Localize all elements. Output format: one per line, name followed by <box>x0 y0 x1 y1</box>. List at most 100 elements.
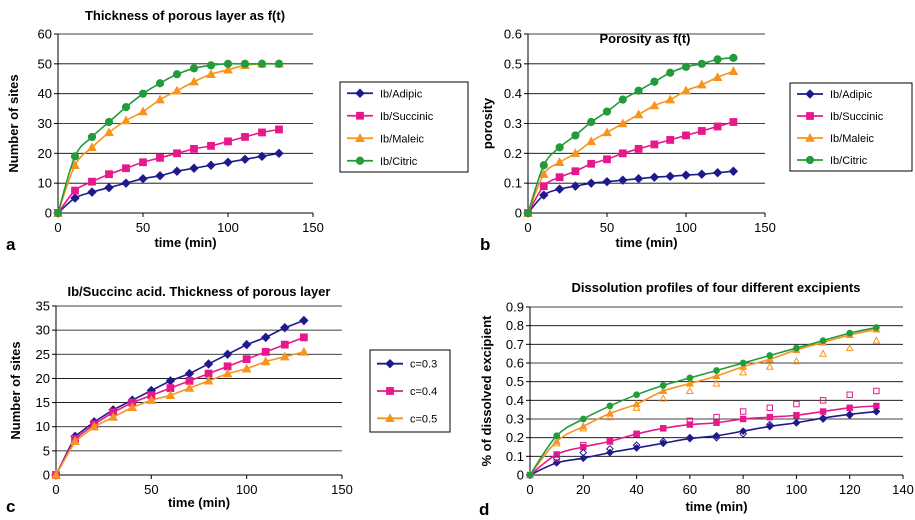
legend-marker <box>805 89 815 99</box>
data-point-2 <box>685 379 694 387</box>
data-point-0 <box>845 410 854 419</box>
x-tick-label: 0 <box>52 482 59 497</box>
data-point-1 <box>539 182 548 191</box>
data-point-3 <box>793 344 800 352</box>
data-point-3 <box>206 61 216 70</box>
y-tick-label: 25 <box>36 347 50 362</box>
data-point-3 <box>766 352 774 359</box>
data-point-1 <box>88 177 96 186</box>
data-point-0 <box>280 323 290 333</box>
x-tick-label: 150 <box>302 220 324 235</box>
chart-panel-c: 0 5 10 15 20 25 30 35 0 50 100 150 Ib/Succinc acid. … <box>6 284 451 516</box>
data-point-2 <box>538 169 549 178</box>
y-tick-label: 40 <box>38 86 52 101</box>
y-tick-label: 0.2 <box>504 146 522 161</box>
data-point-2 <box>87 142 97 152</box>
data-point-0 <box>104 182 114 193</box>
x-tick-label: 60 <box>683 482 697 497</box>
data-point-2 <box>172 85 182 95</box>
data-point-2 <box>203 375 214 385</box>
data-point-1 <box>275 125 283 134</box>
y-tick-label: 5 <box>43 443 50 458</box>
data-point-2 <box>659 386 668 395</box>
data-point-6 <box>792 356 801 365</box>
data-point-4 <box>632 441 641 450</box>
x-tick-label: 120 <box>839 482 861 497</box>
data-point-3 <box>70 152 80 161</box>
data-point-1 <box>713 122 722 131</box>
data-point-4 <box>579 448 588 457</box>
y-tick-label: 0.9 <box>506 300 524 315</box>
data-point-2 <box>681 85 691 95</box>
legend-marker <box>355 133 365 142</box>
x-tick-label: 50 <box>136 220 150 235</box>
data-point-3 <box>606 402 614 410</box>
data-point-0 <box>712 168 723 178</box>
data-point-3 <box>53 208 63 218</box>
y-axis-label: Number of sites <box>6 74 21 172</box>
data-point-1 <box>666 136 675 144</box>
data-point-2 <box>586 136 597 146</box>
data-point-5 <box>659 425 667 432</box>
legend-label: Ib/Adipic <box>380 88 423 100</box>
data-point-3 <box>697 59 706 68</box>
data-point-2 <box>206 69 216 78</box>
y-tick-label: 0.1 <box>506 449 524 464</box>
data-point-1 <box>793 412 800 419</box>
data-point-3 <box>872 324 880 331</box>
data-point-2 <box>70 160 80 169</box>
y-tick-label: 0.7 <box>506 337 524 352</box>
data-point-6 <box>552 439 561 447</box>
x-tick-label: 150 <box>754 220 776 235</box>
data-point-1 <box>122 164 130 173</box>
data-point-1 <box>190 144 198 153</box>
data-point-0 <box>121 178 131 188</box>
data-point-6 <box>632 403 641 411</box>
y-tick-label: 10 <box>36 419 50 434</box>
x-tick-label: 50 <box>144 482 158 497</box>
data-point-0 <box>299 315 309 326</box>
data-point-0 <box>257 151 267 162</box>
data-point-2 <box>665 94 676 104</box>
y-tick-label: 0.4 <box>506 393 524 408</box>
data-point-1 <box>634 144 643 153</box>
legend-marker <box>355 88 365 98</box>
data-point-6 <box>605 412 614 421</box>
y-tick-label: 20 <box>36 371 50 386</box>
data-point-2 <box>104 127 114 137</box>
data-point-3 <box>618 95 627 104</box>
data-point-5 <box>793 400 800 408</box>
x-tick-label: 100 <box>675 220 697 235</box>
x-tick-label: 100 <box>217 220 239 235</box>
data-point-1 <box>241 133 249 141</box>
data-point-2 <box>51 469 61 479</box>
data-point-0 <box>665 171 675 182</box>
x-tick-label: 100 <box>236 482 258 497</box>
data-point-4 <box>712 433 721 442</box>
data-point-3 <box>587 117 596 127</box>
data-point-5 <box>633 430 640 438</box>
data-point-0 <box>819 414 827 422</box>
data-point-1 <box>299 333 308 342</box>
data-point-2 <box>602 127 612 137</box>
data-point-2 <box>155 94 165 104</box>
y-tick-label: 15 <box>36 395 50 410</box>
data-point-1 <box>156 153 164 162</box>
data-point-3 <box>634 86 643 95</box>
legend-marker <box>385 413 395 423</box>
data-point-0 <box>223 157 233 167</box>
data-point-6 <box>819 349 828 357</box>
data-point-2 <box>554 157 565 166</box>
data-point-0 <box>586 178 596 188</box>
data-point-3 <box>223 59 233 68</box>
data-point-3 <box>555 143 564 152</box>
y-tick-label: 0.3 <box>506 412 524 427</box>
legend-label: Ib/Succinic <box>830 111 884 123</box>
data-point-4 <box>659 437 668 446</box>
legend-marker <box>805 132 815 142</box>
data-point-0 <box>172 166 182 176</box>
legend-marker <box>386 387 394 395</box>
series-line-2 <box>55 351 305 476</box>
data-point-0 <box>539 190 549 200</box>
data-point-2 <box>184 383 195 392</box>
